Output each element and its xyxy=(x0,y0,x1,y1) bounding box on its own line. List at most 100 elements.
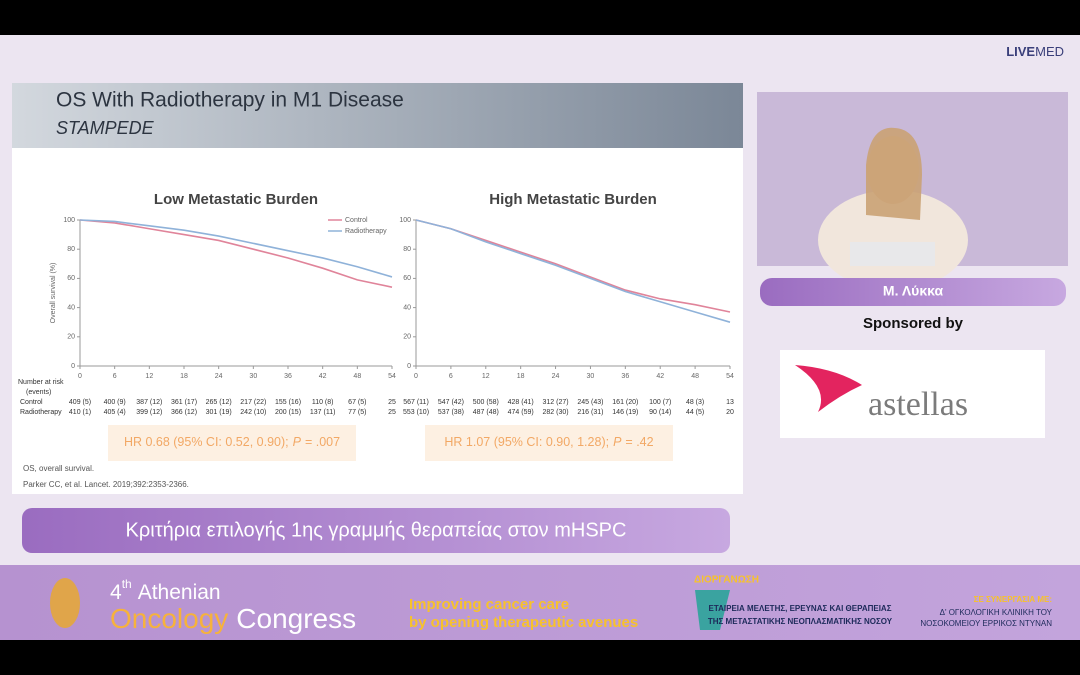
hr-p: P xyxy=(613,435,622,449)
slide-subtitle: STAMPEDE xyxy=(56,118,155,138)
at-risk-count: 25 xyxy=(388,399,396,406)
partner-label: ΣΕ ΣΥΝΕΡΓΑΣΙΑ ΜΕ: xyxy=(974,595,1052,604)
x-tick-label: 42 xyxy=(319,373,327,380)
x-tick-label: 48 xyxy=(691,373,699,380)
at-risk-count: 553 (10) xyxy=(403,409,429,416)
at-risk-count: 428 (41) xyxy=(508,399,534,406)
brand-med: MED xyxy=(1035,44,1064,59)
x-tick-label: 36 xyxy=(284,373,292,380)
at-risk-count: 90 (14) xyxy=(649,409,671,416)
at-risk-count: 13 xyxy=(726,399,734,406)
y-tick-label: 100 xyxy=(399,217,411,224)
at-risk-count: 400 (9) xyxy=(104,399,126,406)
hazard-ratio: HR 0.68 (95% CI: 0.52, 0.90); P = .007 xyxy=(124,435,340,449)
hr-text: = .007 xyxy=(305,435,340,449)
at-risk-count: 547 (42) xyxy=(438,399,464,406)
at-risk-count: 77 (5) xyxy=(348,409,366,416)
y-tick-label: 0 xyxy=(407,363,411,370)
at-risk-count: 366 (12) xyxy=(171,409,197,416)
x-tick-label: 48 xyxy=(353,373,361,380)
at-risk-count: 44 (5) xyxy=(686,409,704,416)
sponsored-by: Sponsored by xyxy=(863,315,964,332)
at-risk-count: 312 (27) xyxy=(543,399,569,406)
congress-oncology: Oncology xyxy=(110,603,228,634)
y-tick-label: 80 xyxy=(67,246,75,253)
organizer-name: ΤΗΣ ΜΕΤΑΣΤΑΤΙΚΗΣ ΝΕΟΠΛΑΣΜΑΤΙΚΗΣ ΝΟΣΟΥ xyxy=(708,617,893,626)
x-tick-label: 0 xyxy=(414,373,418,380)
organizer-name: ΕΤΑΙΡΕΙΑ ΜΕΛΕΤΗΣ, ΕΡΕΥΝΑΣ ΚΑΙ ΘΕΡΑΠΕΙΑΣ xyxy=(708,604,891,613)
congress-line2: Oncology Congress xyxy=(110,603,356,634)
hr-text: HR 0.68 (95% CI: 0.52, 0.90); xyxy=(124,435,289,449)
x-tick-label: 12 xyxy=(145,373,153,380)
banner xyxy=(0,565,1080,640)
y-tick-label: 20 xyxy=(403,334,411,341)
tagline: by opening therapeutic avenues xyxy=(409,614,638,631)
hr-box xyxy=(108,425,356,461)
at-risk-count: 282 (30) xyxy=(543,409,569,416)
brand: LIVEMED xyxy=(1006,44,1064,59)
at-risk-count: 399 (12) xyxy=(136,409,162,416)
legend-label: Control xyxy=(345,217,368,224)
at-risk-count: 487 (48) xyxy=(473,409,499,416)
at-risk-count: 409 (5) xyxy=(69,399,91,406)
survival-curve xyxy=(79,219,393,288)
y-axis-label: Overall survival (%) xyxy=(50,263,57,324)
x-tick-label: 6 xyxy=(449,373,453,380)
survival-curve xyxy=(79,219,393,278)
risk-row-label: Radiotherapy xyxy=(20,409,62,416)
podium xyxy=(850,242,935,266)
slide-header xyxy=(12,83,743,148)
sponsor-name: astellas xyxy=(868,386,968,423)
y-tick-label: 80 xyxy=(403,246,411,253)
hr-box xyxy=(425,425,673,461)
caption: Κριτήρια επιλογής 1ης γραμμής θεραπείας … xyxy=(126,519,627,541)
name-bar xyxy=(760,278,1066,306)
at-risk-count: 410 (1) xyxy=(69,409,91,416)
x-tick-label: 30 xyxy=(249,373,257,380)
at-risk-count: 405 (4) xyxy=(104,409,126,416)
at-risk-count: 217 (22) xyxy=(240,399,266,406)
x-tick-label: 30 xyxy=(587,373,595,380)
congress-number: 4 xyxy=(110,581,122,604)
at-risk-count: 474 (59) xyxy=(508,409,534,416)
at-risk-count: 200 (15) xyxy=(275,409,301,416)
at-risk-count: 146 (19) xyxy=(612,409,638,416)
risk-row-label: Control xyxy=(20,399,43,406)
y-tick-label: 40 xyxy=(67,304,75,311)
x-tick-label: 18 xyxy=(180,373,188,380)
tagline: Improving cancer care xyxy=(409,596,569,613)
chart-title: High Metastatic Burden xyxy=(489,191,657,208)
congress-athenian: Athenian xyxy=(138,581,221,604)
at-risk-count: 25 xyxy=(388,409,396,416)
hr-text: HR 1.07 (95% CI: 0.90, 1.28); xyxy=(444,435,609,449)
risk-label: Number at risk xyxy=(18,379,64,386)
at-risk-count: 216 (31) xyxy=(577,409,603,416)
speaker-hair xyxy=(866,127,922,220)
x-tick-label: 54 xyxy=(388,373,396,380)
x-tick-label: 0 xyxy=(78,373,82,380)
hr-text: = .42 xyxy=(625,435,653,449)
at-risk-count: 361 (17) xyxy=(171,399,197,406)
speaker-name: Μ. Λύκκα xyxy=(883,283,944,299)
brand-live: LIVE xyxy=(1006,44,1035,59)
x-tick-label: 36 xyxy=(621,373,629,380)
congress-word: Congress xyxy=(236,603,356,634)
at-risk-count: 567 (11) xyxy=(403,399,429,406)
at-risk-count: 387 (12) xyxy=(136,399,162,406)
organizer-logo xyxy=(695,590,730,630)
at-risk-count: 155 (16) xyxy=(275,399,301,406)
at-risk-count: 301 (19) xyxy=(206,409,232,416)
sponsor-logo-mark xyxy=(795,365,862,412)
x-tick-label: 24 xyxy=(552,373,560,380)
owl-logo xyxy=(50,578,80,628)
at-risk-count: 245 (43) xyxy=(577,399,603,406)
y-tick-label: 40 xyxy=(403,304,411,311)
at-risk-count: 20 xyxy=(726,409,734,416)
x-tick-label: 42 xyxy=(656,373,664,380)
y-tick-label: 60 xyxy=(403,275,411,282)
x-tick-label: 54 xyxy=(726,373,734,380)
partner-name: Δ' ΟΓΚΟΛΟΓΙΚΗ ΚΛΙΝΙΚΗ ΤΟΥ xyxy=(940,608,1053,617)
hr-p: P xyxy=(293,435,302,449)
risk-sublabel: (events) xyxy=(26,389,51,396)
